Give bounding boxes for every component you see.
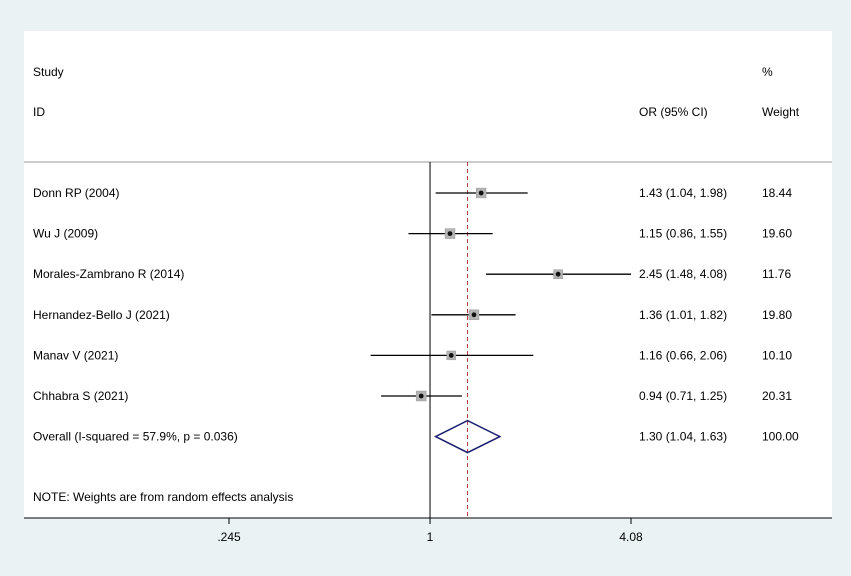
study-weight: 19.80 <box>762 308 792 322</box>
study-row: Manav V (2021) 1.16 (0.66, 2.06) 10.10 <box>33 348 792 362</box>
study-row: Morales-Zambrano R (2014) 2.45 (1.48, 4.0… <box>33 267 791 281</box>
overall-or-ci: 1.30 (1.04, 1.63) <box>639 430 727 444</box>
study-or-ci: 0.94 (0.71, 1.25) <box>639 389 727 403</box>
study-weight: 11.76 <box>762 267 791 281</box>
point-estimate <box>448 353 454 358</box>
study-row: Donn RP (2004) 1.43 (1.04, 1.98) 18.44 <box>33 186 792 200</box>
header-or-ci: OR (95% CI) <box>639 105 708 119</box>
x-tick-label: 4.08 <box>619 530 643 544</box>
study-label: Chhabra S (2021) <box>33 389 128 403</box>
study-label: Hernandez-Bello J (2021) <box>33 308 170 322</box>
study-label: Wu J (2009) <box>33 227 98 241</box>
point-estimate <box>478 190 484 196</box>
study-or-ci: 2.45 (1.48, 4.08) <box>639 267 727 281</box>
header-id: ID <box>33 105 45 119</box>
study-row: Hernandez-Bello J (2021) 1.36 (1.01, 1.82… <box>33 308 792 322</box>
x-tick-label: .245 <box>217 530 241 544</box>
study-label: Donn RP (2004) <box>33 186 120 200</box>
study-label: Manav V (2021) <box>33 348 118 362</box>
study-row: Chhabra S (2021) 0.94 (0.71, 1.25) 20.31 <box>33 389 792 403</box>
point-estimate <box>418 393 424 399</box>
point-estimate <box>555 271 561 277</box>
overall-diamond <box>433 419 502 454</box>
point-estimate <box>447 231 453 237</box>
header-study: Study <box>33 65 64 79</box>
study-weight: 19.60 <box>762 227 792 241</box>
study-or-ci: 1.16 (0.66, 2.06) <box>639 348 727 362</box>
header-weight: Weight <box>762 105 800 119</box>
point-estimate <box>471 312 477 318</box>
study-or-ci: 1.36 (1.01, 1.82) <box>639 308 727 322</box>
note-text: NOTE: Weights are from random effects an… <box>33 490 293 504</box>
study-weight: 18.44 <box>762 186 792 200</box>
study-or-ci: 1.43 (1.04, 1.98) <box>639 186 727 200</box>
x-tick-label: 1 <box>427 530 434 544</box>
study-or-ci: 1.15 (0.86, 1.55) <box>639 227 727 241</box>
study-weight: 10.10 <box>762 348 792 362</box>
study-row: Wu J (2009) 1.15 (0.86, 1.55) 19.60 <box>33 227 792 241</box>
study-label: Morales-Zambrano R (2014) <box>33 267 184 281</box>
overall-label: Overall (I-squared = 57.9%, p = 0.036) <box>33 430 238 444</box>
header-percent: % <box>762 65 773 79</box>
study-weight: 20.31 <box>762 389 792 403</box>
overall-weight: 100.00 <box>762 430 799 444</box>
plot-background <box>24 31 832 518</box>
